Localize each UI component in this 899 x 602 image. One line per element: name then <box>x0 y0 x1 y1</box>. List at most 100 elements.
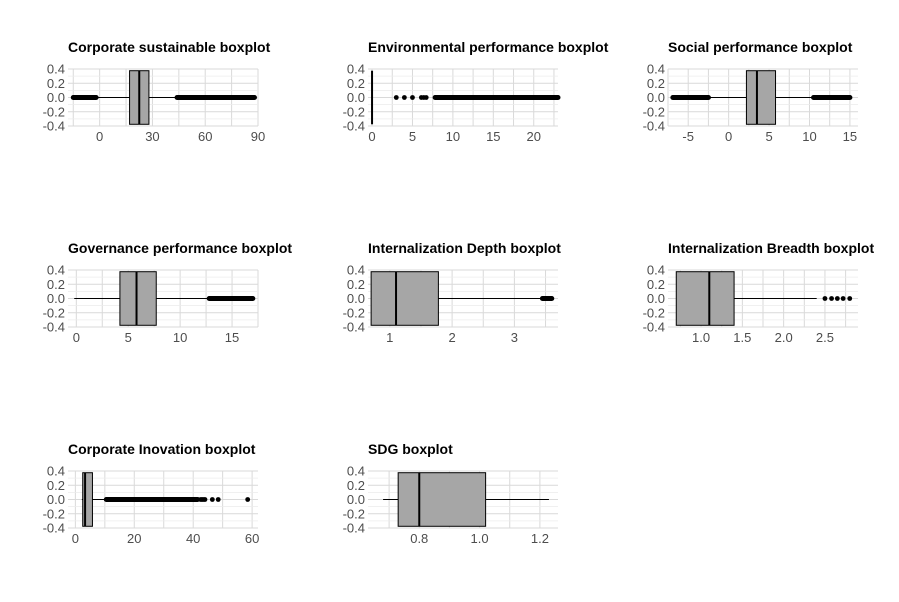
y-tick-label: 0.2 <box>347 478 365 493</box>
outlier-point <box>410 95 415 100</box>
x-tick-label: -5 <box>682 129 694 144</box>
box <box>675 271 735 326</box>
outlier-point <box>822 296 828 301</box>
box <box>370 271 439 326</box>
boxplot-panel: Corporate Inovation boxplot0.40.20.0-0.2… <box>43 441 260 546</box>
x-tick-label: 30 <box>145 129 159 144</box>
x-tick-label: 0 <box>72 531 79 546</box>
boxplot-panel: Social performance boxplot0.40.20.0-0.2-… <box>643 39 858 144</box>
chart-title: SDG boxplot <box>368 441 453 457</box>
y-tick-label: 0.4 <box>347 62 365 77</box>
outlier-point <box>423 95 429 100</box>
x-tick-label: 1.5 <box>733 330 751 345</box>
x-tick-label: 90 <box>251 129 265 144</box>
outlier-point <box>847 296 853 301</box>
chart-title: Environmental performance boxplot <box>368 39 609 55</box>
x-tick-label: 1.0 <box>692 330 710 345</box>
outlier-point <box>840 296 846 301</box>
outlier-point <box>401 95 407 100</box>
x-tick-label: 10 <box>446 129 460 144</box>
x-tick-label: 5 <box>125 330 132 345</box>
y-tick-label: 0.0 <box>647 90 665 105</box>
y-tick-label: 0.2 <box>47 76 65 91</box>
x-tick-label: 1.0 <box>471 531 489 546</box>
x-tick-label: 10 <box>173 330 187 345</box>
outlier-point <box>829 296 834 301</box>
y-tick-label: 0.0 <box>47 291 65 306</box>
y-tick-label: -0.2 <box>43 104 65 119</box>
y-tick-label: -0.2 <box>643 104 665 119</box>
boxplot-panel: Internalization Depth boxplot0.40.20.0-0… <box>343 240 562 345</box>
y-tick-label: 0.4 <box>347 263 365 278</box>
y-tick-label: 0.4 <box>47 464 65 479</box>
y-tick-label: -0.4 <box>643 119 665 134</box>
y-tick-label: 0.0 <box>47 492 65 507</box>
x-tick-label: 3 <box>511 330 518 345</box>
x-tick-label: 0 <box>725 129 732 144</box>
y-tick-label: 0.2 <box>347 277 365 292</box>
x-tick-label: 60 <box>198 129 212 144</box>
y-tick-label: -0.2 <box>43 506 65 521</box>
y-tick-label: 0.2 <box>47 277 65 292</box>
chart-title: Corporate sustainable boxplot <box>68 39 271 55</box>
y-tick-label: 0.0 <box>347 90 365 105</box>
boxplot-panel: Environmental performance boxplot0.40.20… <box>343 39 609 144</box>
y-tick-label: 0.2 <box>47 478 65 493</box>
y-tick-label: 0.0 <box>347 291 365 306</box>
x-tick-label: 5 <box>409 129 416 144</box>
y-tick-label: 0.2 <box>647 76 665 91</box>
y-tick-label: -0.4 <box>43 521 65 536</box>
y-tick-label: 0.0 <box>347 492 365 507</box>
y-tick-label: 0.2 <box>347 76 365 91</box>
outlier-point <box>834 296 840 301</box>
x-tick-label: 15 <box>843 129 857 144</box>
y-tick-label: 0.4 <box>647 263 665 278</box>
x-tick-label: 2.5 <box>816 330 834 345</box>
y-tick-label: -0.4 <box>43 320 65 335</box>
x-tick-label: 2.0 <box>775 330 793 345</box>
x-tick-label: 40 <box>186 531 200 546</box>
chart-title: Corporate Inovation boxplot <box>68 441 256 457</box>
boxplot-panel: Corporate sustainable boxplot0.40.20.0-0… <box>43 39 271 144</box>
box <box>119 271 157 326</box>
y-tick-label: 0.0 <box>647 291 665 306</box>
y-tick-label: 0.0 <box>47 90 65 105</box>
y-tick-label: -0.4 <box>43 119 65 134</box>
y-tick-label: 0.4 <box>47 62 65 77</box>
y-tick-label: -0.4 <box>643 320 665 335</box>
outlier-point <box>215 497 221 502</box>
x-tick-label: 0 <box>73 330 80 345</box>
outlier-point <box>202 497 208 502</box>
y-tick-label: 0.4 <box>347 464 365 479</box>
x-tick-label: 1.2 <box>531 531 549 546</box>
x-tick-label: 5 <box>765 129 772 144</box>
outlier-point <box>245 497 251 502</box>
boxplot-panel: Internalization Breadth boxplot0.40.20.0… <box>643 240 875 345</box>
chart-title: Governance performance boxplot <box>68 240 292 256</box>
y-tick-label: -0.2 <box>343 305 365 320</box>
box <box>397 472 487 527</box>
y-tick-label: -0.2 <box>43 305 65 320</box>
outlier-point <box>209 497 215 502</box>
chart-title: Internalization Breadth boxplot <box>668 240 874 256</box>
x-tick-label: 15 <box>486 129 500 144</box>
y-tick-label: -0.2 <box>343 104 365 119</box>
x-tick-label: 60 <box>245 531 259 546</box>
x-tick-label: 0 <box>368 129 375 144</box>
x-tick-label: 10 <box>802 129 816 144</box>
y-tick-label: -0.4 <box>343 119 365 134</box>
x-tick-label: 15 <box>225 330 239 345</box>
x-tick-label: 1 <box>386 330 393 345</box>
x-tick-label: 20 <box>527 129 541 144</box>
x-tick-label: 0 <box>96 129 103 144</box>
chart-title: Internalization Depth boxplot <box>368 240 561 256</box>
y-tick-label: -0.2 <box>643 305 665 320</box>
y-tick-label: 0.4 <box>47 263 65 278</box>
box <box>82 472 93 527</box>
y-tick-label: -0.4 <box>343 521 365 536</box>
boxplot-panel: Governance performance boxplot0.40.20.0-… <box>43 240 293 345</box>
x-tick-label: 20 <box>127 531 141 546</box>
x-tick-label: 2 <box>448 330 455 345</box>
